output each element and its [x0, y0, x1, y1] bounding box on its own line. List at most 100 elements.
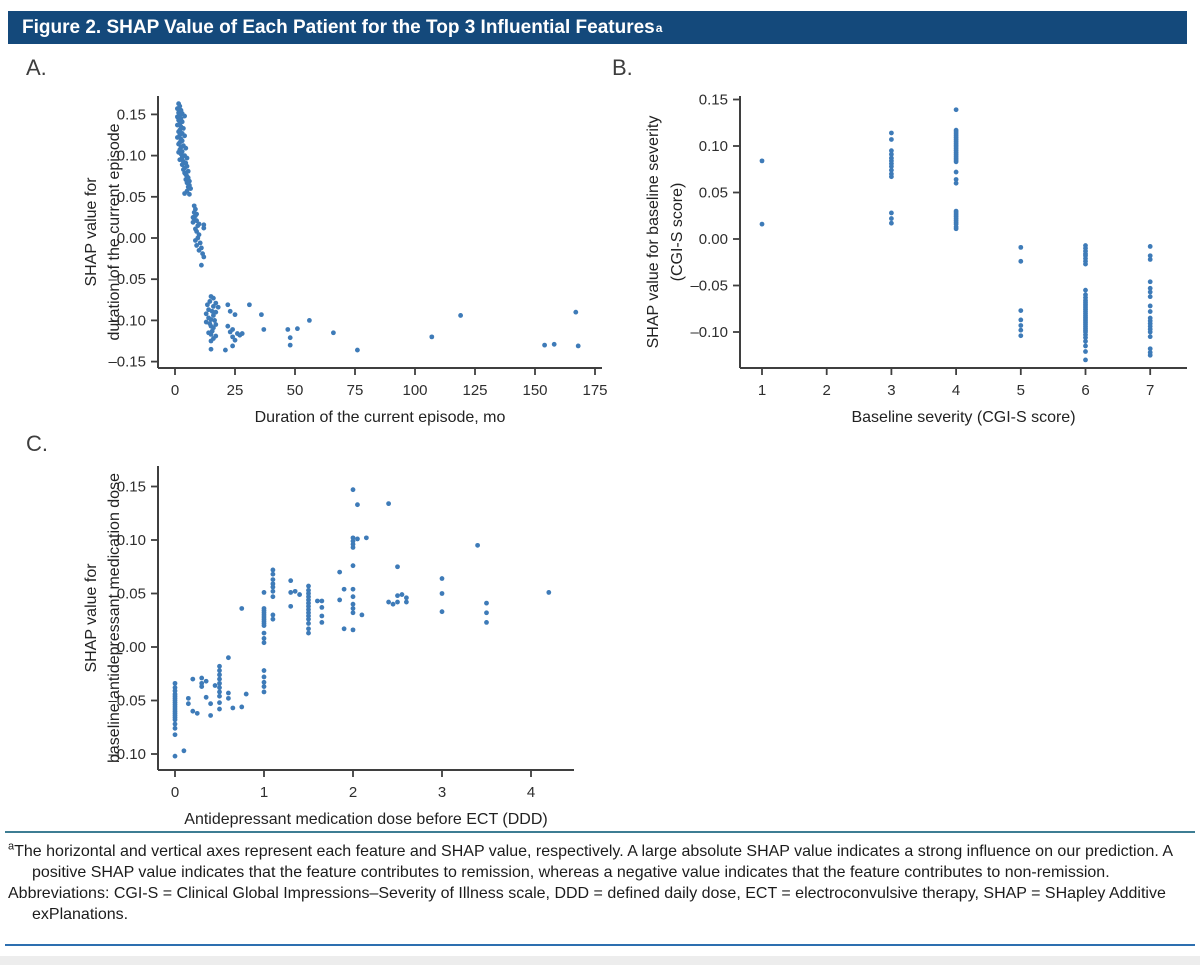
figure-bottom-divider	[5, 944, 1195, 946]
data-point	[217, 676, 222, 682]
y-tick-label: –0.10	[108, 746, 146, 763]
data-point	[1018, 327, 1024, 333]
scatter-plot-duration: 0.15 0.10 0.05 0.00 –0.05 –0.10 –0.15 0 25 50 75 10…	[83, 96, 608, 426]
data-point	[208, 332, 214, 337]
data-point	[226, 690, 231, 696]
data-point	[889, 216, 894, 221]
data-point	[172, 680, 178, 686]
y-tick-label: 0.00	[699, 231, 728, 248]
data-point	[355, 502, 360, 508]
data-point	[1018, 317, 1024, 323]
data-point	[395, 593, 400, 599]
data-point	[261, 668, 267, 673]
data-point	[889, 210, 894, 216]
data-point	[475, 542, 480, 548]
data-point	[172, 725, 178, 731]
x-tick-label: 125	[462, 382, 487, 399]
y-tick-label: 0.05	[699, 185, 728, 202]
data-point	[239, 606, 245, 611]
data-point	[194, 710, 200, 716]
data-point	[551, 341, 557, 347]
data-point	[270, 567, 276, 573]
data-point	[205, 302, 210, 308]
data-point	[194, 229, 200, 234]
data-point	[239, 704, 245, 710]
data-point	[350, 586, 356, 592]
data-point	[359, 612, 365, 618]
data-point	[1083, 335, 1088, 340]
data-point	[176, 141, 182, 147]
data-point	[484, 600, 489, 606]
data-point	[1083, 287, 1088, 293]
y-tick-label: 0.05	[117, 586, 146, 603]
x-tick-label: 5	[1017, 382, 1025, 399]
y-axis-title: SHAP value for baseline severity	[645, 116, 662, 349]
footnote-note: aThe horizontal and vertical axes repres…	[8, 841, 1192, 883]
scatter-plot-medication-dose: 0.15 0.10 0.05 0.00 –0.05 –0.10 0 1 2 3 4 Antidepre…	[83, 466, 574, 828]
figure-title: Figure 2. SHAP Value of Each Patient for…	[22, 16, 655, 38]
x-tick-label: 25	[227, 382, 244, 399]
data-point	[350, 627, 356, 633]
data-point	[319, 598, 325, 604]
data-point	[217, 672, 222, 678]
data-point	[175, 122, 180, 128]
data-point	[341, 626, 347, 632]
data-point	[319, 605, 325, 610]
data-point	[889, 137, 894, 142]
x-axis-title: Baseline severity (CGI-S score)	[851, 409, 1075, 426]
data-point	[319, 619, 325, 625]
data-point	[439, 591, 445, 596]
data-point	[350, 563, 356, 569]
x-tick-label: 175	[582, 382, 607, 399]
data-point	[1147, 303, 1153, 309]
data-point	[889, 174, 894, 180]
data-point	[759, 221, 765, 227]
data-point	[177, 157, 183, 163]
data-point	[230, 705, 236, 711]
data-point	[270, 612, 276, 618]
data-point	[306, 621, 311, 626]
data-point	[484, 610, 489, 616]
data-point	[306, 616, 311, 622]
data-point	[188, 186, 194, 191]
y-tick-label: –0.05	[108, 693, 146, 710]
data-point	[172, 717, 178, 723]
data-point	[337, 569, 343, 575]
x-tick-label: 150	[522, 382, 547, 399]
data-point	[288, 603, 294, 609]
data-point	[230, 343, 236, 349]
data-point	[1083, 357, 1088, 363]
data-point	[429, 334, 435, 340]
data-point	[203, 678, 209, 684]
data-point	[297, 592, 302, 597]
data-point	[386, 599, 391, 605]
data-point	[193, 238, 198, 243]
data-point	[1147, 244, 1153, 249]
data-point	[306, 583, 311, 589]
data-point	[217, 700, 222, 706]
data-point	[1083, 261, 1088, 267]
data-point	[175, 135, 180, 140]
data-point	[1083, 338, 1088, 344]
data-point	[261, 674, 267, 680]
data-point	[217, 663, 222, 669]
y-tick-label: –0.10	[690, 324, 728, 341]
x-tick-label: 2	[349, 784, 357, 801]
data-point	[217, 685, 222, 691]
data-point	[261, 689, 267, 695]
data-point	[179, 162, 185, 168]
data-point	[175, 106, 180, 112]
data-point	[1147, 253, 1153, 259]
data-point	[261, 684, 267, 689]
data-point	[1147, 352, 1153, 358]
data-point	[199, 262, 204, 268]
x-tick-label: 2	[823, 382, 831, 399]
data-point	[355, 347, 360, 353]
data-point	[203, 694, 209, 700]
x-tick-label: 6	[1081, 382, 1089, 399]
x-tick-label: 1	[260, 784, 268, 801]
data-point	[225, 323, 231, 329]
data-point	[889, 151, 894, 157]
data-point	[194, 243, 200, 248]
data-point	[172, 732, 178, 738]
